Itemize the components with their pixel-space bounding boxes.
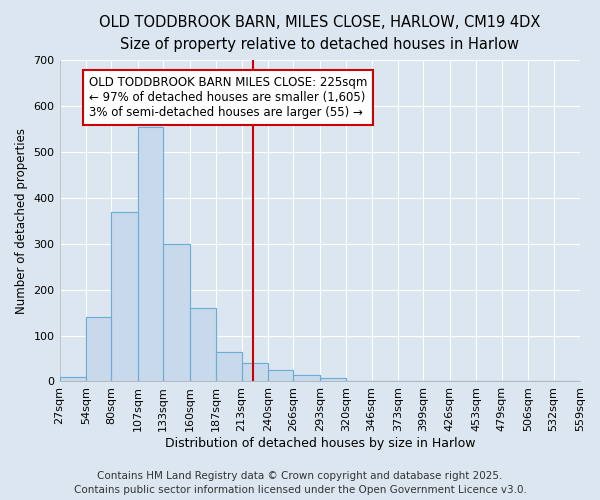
Title: OLD TODDBROOK BARN, MILES CLOSE, HARLOW, CM19 4DX
Size of property relative to d: OLD TODDBROOK BARN, MILES CLOSE, HARLOW,… bbox=[99, 15, 541, 52]
Y-axis label: Number of detached properties: Number of detached properties bbox=[15, 128, 28, 314]
Text: Contains HM Land Registry data © Crown copyright and database right 2025.
Contai: Contains HM Land Registry data © Crown c… bbox=[74, 471, 526, 495]
X-axis label: Distribution of detached houses by size in Harlow: Distribution of detached houses by size … bbox=[164, 437, 475, 450]
Text: OLD TODDBROOK BARN MILES CLOSE: 225sqm
← 97% of detached houses are smaller (1,6: OLD TODDBROOK BARN MILES CLOSE: 225sqm ←… bbox=[89, 76, 367, 120]
